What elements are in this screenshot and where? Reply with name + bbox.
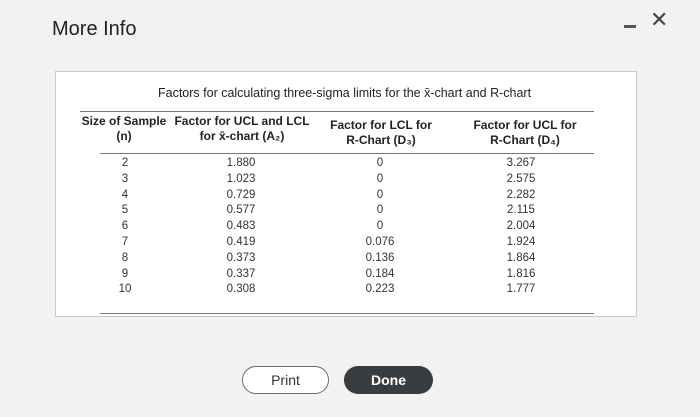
cell-d3: 0 xyxy=(376,172,384,185)
cell-d3: 0.184 xyxy=(365,267,395,280)
header-sample-size: Size of Sample (n) xyxy=(78,114,170,144)
close-icon[interactable]: ✕ xyxy=(650,7,669,32)
cell-d3: 0.223 xyxy=(365,283,395,296)
print-button[interactable]: Print xyxy=(242,366,329,394)
cell-a2: 1.880 xyxy=(226,157,256,169)
header-d4-line2: R-Chart (D₄) xyxy=(490,133,560,147)
cell-d4: 1.864 xyxy=(506,251,536,264)
cell-d4: 1.777 xyxy=(506,283,536,296)
table-bottom-rule xyxy=(100,313,594,314)
cell-sample-size: 5 xyxy=(121,204,129,217)
header-sample-size-line1: Size of Sample xyxy=(81,114,167,128)
header-d4-line1: Factor for UCL for xyxy=(473,118,577,132)
header-d3-line2: R-Chart (D₃) xyxy=(346,133,416,147)
factors-panel xyxy=(55,71,637,317)
header-sample-size-line2: (n) xyxy=(116,129,132,143)
header-bottom-rule xyxy=(100,153,594,154)
dialog-title: More Info xyxy=(52,18,137,40)
column-d3: 0 0 0 0 0 0.076 0.136 0.184 0.223 xyxy=(355,156,405,298)
cell-d3: 0 xyxy=(376,204,384,217)
header-top-rule xyxy=(80,111,594,112)
header-a2-line2: for x̄-chart (A₂) xyxy=(199,129,285,143)
cell-a2: 0.729 xyxy=(226,188,256,201)
cell-sample-size: 3 xyxy=(121,172,129,185)
cell-a2: 0.577 xyxy=(226,204,256,217)
cell-a2: 0.373 xyxy=(226,251,256,264)
cell-d3: 0 xyxy=(376,188,384,201)
header-d3-line1: Factor for LCL for xyxy=(330,118,432,132)
cell-d4: 2.575 xyxy=(506,172,536,185)
header-d3: Factor for LCL for R-Chart (D₃) xyxy=(322,118,440,148)
cell-a2: 0.337 xyxy=(226,267,256,280)
cell-a2: 0.308 xyxy=(226,283,256,296)
cell-d4: 1.924 xyxy=(506,235,536,248)
column-d4: 3.267 2.575 2.282 2.115 2.004 1.924 1.864 1.816… xyxy=(496,156,546,298)
table-caption: Factors for calculating three-sigma limi… xyxy=(158,86,532,100)
cell-sample-size: 4 xyxy=(121,188,129,201)
cell-sample-size: 7 xyxy=(121,235,129,248)
cell-d3: 0 xyxy=(376,220,384,233)
cell-sample-size: 6 xyxy=(121,220,129,233)
done-button[interactable]: Done xyxy=(344,366,433,394)
cell-d3: 0.136 xyxy=(365,251,395,264)
cell-a2: 0.419 xyxy=(226,235,256,248)
cell-d4: 2.115 xyxy=(507,204,535,217)
column-n: 2 3 4 5 6 7 8 9 10 xyxy=(110,156,140,298)
cell-d4: 2.004 xyxy=(506,220,536,233)
cell-sample-size: 2 xyxy=(121,157,129,169)
cell-d4: 1.816 xyxy=(506,267,536,280)
cell-d4: 2.282 xyxy=(506,188,536,201)
cell-d3: 0 xyxy=(376,157,384,169)
minimize-icon[interactable] xyxy=(624,25,636,28)
cell-d4: 3.267 xyxy=(506,157,536,169)
cell-sample-size: 9 xyxy=(121,267,129,280)
cell-sample-size: 10 xyxy=(118,283,132,296)
cell-a2: 0.483 xyxy=(226,220,256,233)
header-a2-line1: Factor for UCL and LCL xyxy=(174,114,310,128)
header-a2: Factor for UCL and LCL for x̄-chart (A₂) xyxy=(172,114,312,144)
cell-sample-size: 8 xyxy=(121,251,129,264)
cell-a2: 1.023 xyxy=(226,172,256,185)
column-a2: 1.880 1.023 0.729 0.577 0.483 0.419 0.373 0.337… xyxy=(216,156,266,298)
header-d4: Factor for UCL for R-Chart (D₄) xyxy=(462,118,588,148)
cell-d3: 0.076 xyxy=(365,235,395,248)
